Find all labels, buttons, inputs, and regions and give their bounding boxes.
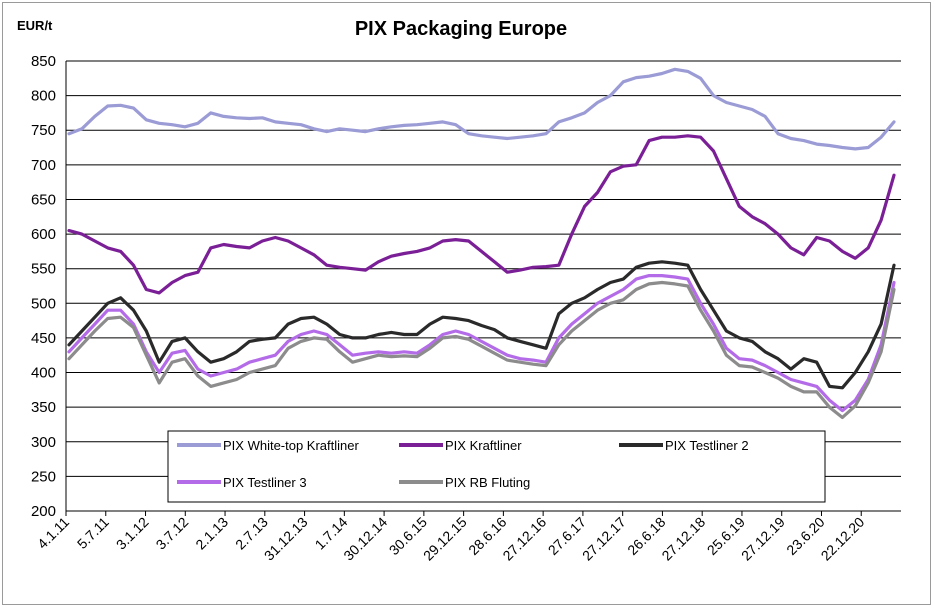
x-tick-label: 3.1.12 [113,514,152,553]
x-tick-label: 27.12.18 [658,514,708,564]
x-tick-label: 29.12.15 [420,514,470,564]
y-tick-label: 550 [31,261,56,278]
line-chart: PIX Packaging Europe EUR/t 200 250 300 350 4… [17,18,901,564]
legend-label: PIX White-top Kraftliner [223,438,359,453]
y-tick-label: 650 [31,191,56,208]
y-tick-label: 400 [31,365,56,382]
series-line [67,260,896,390]
x-tick-label: 3.7.12 [153,514,192,553]
y-tick-label: 250 [31,468,56,485]
y-tick-label: 450 [31,330,56,347]
y-tick-label: 200 [31,503,56,520]
x-tick-label: 27.12.16 [499,514,549,564]
y-axis-unit: EUR/t [17,18,53,33]
legend-label: PIX Testliner 3 [223,475,307,490]
y-tick-label: 300 [31,434,56,451]
x-tick-label: 27.12.17 [579,514,629,564]
y-tick-label: 750 [31,122,56,139]
y-tick-label: 350 [31,399,56,416]
y-tick-label: 700 [31,157,56,174]
series-line [67,280,896,420]
series-line [67,274,896,413]
series-line [67,67,896,151]
y-tick-label: 850 [31,53,56,70]
y-tick-label: 800 [31,88,56,105]
x-tick-label: 30.12.14 [340,514,390,564]
x-tick-label: 5.7.11 [74,514,112,552]
series-line [67,134,896,295]
legend-label: PIX RB Fluting [445,475,530,490]
x-tick-label: 22.12.20 [818,514,868,564]
chart-title: PIX Packaging Europe [355,18,567,40]
y-tick-label: 600 [31,226,56,243]
x-tick-label: 31.12.13 [261,514,311,564]
legend-box [167,430,826,503]
legend-label: PIX Testliner 2 [665,438,749,453]
x-tick-label: 2.1.13 [192,514,231,553]
x-tick-label: 27.12.19 [738,514,788,564]
legend-label: PIX Kraftliner [445,438,522,453]
y-tick-label: 500 [31,295,56,312]
